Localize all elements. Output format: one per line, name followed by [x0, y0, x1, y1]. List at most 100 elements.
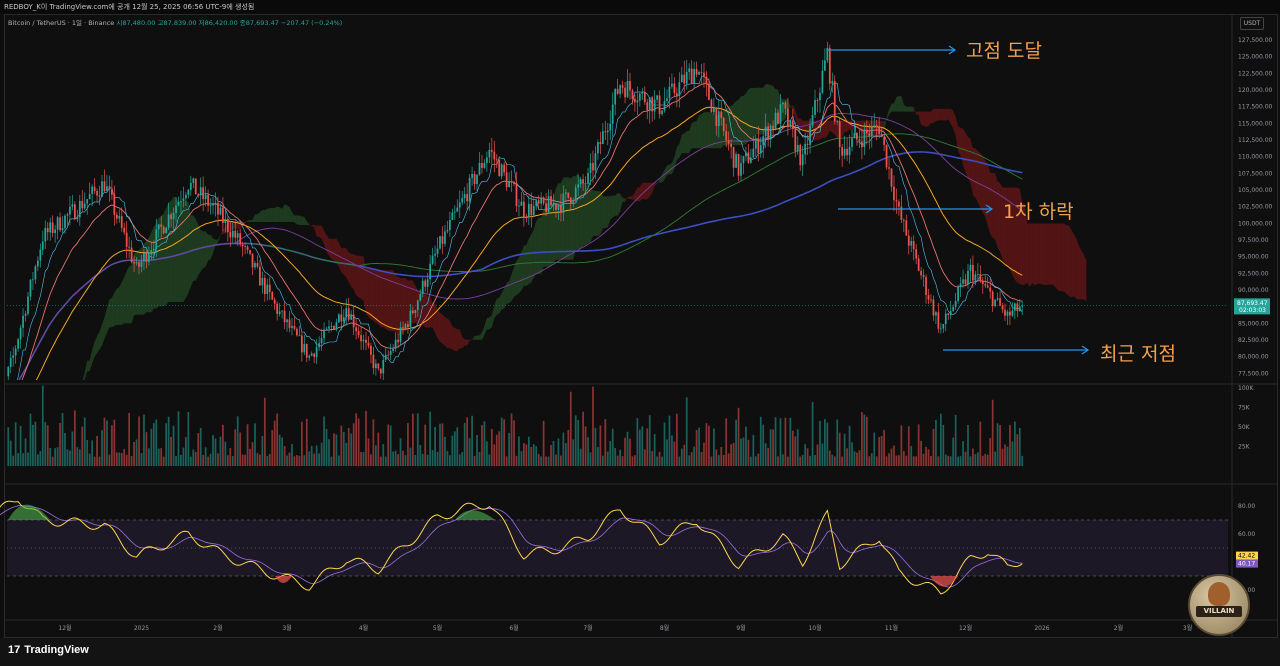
- candle-body: [774, 112, 777, 129]
- time-tick-label: 12월: [959, 624, 972, 632]
- candle-body: [750, 157, 752, 163]
- ichimoku-cloud-segment: [309, 224, 312, 227]
- volume-bar: [22, 453, 24, 466]
- volume-bar: [360, 452, 362, 466]
- legend-symbol[interactable]: Bitcoin / TetherUS · 1일 · Binance: [8, 19, 115, 27]
- ichimoku-cloud-segment: [1042, 223, 1045, 286]
- volume-bar: [140, 453, 143, 466]
- chart-svg[interactable]: 127,500.00 125,000.00 122,500.00 120,000.00…: [0, 0, 1280, 640]
- candle-body: [885, 144, 888, 168]
- candle-body: [656, 95, 658, 100]
- volume-bar: [666, 439, 668, 466]
- volume-bar: [935, 420, 937, 466]
- candle-body: [143, 253, 145, 262]
- candle-body: [587, 172, 589, 184]
- ichimoku-cloud-segment: [657, 179, 660, 184]
- ichimoku-cloud-segment: [518, 251, 522, 294]
- ichimoku-cloud-segment: [501, 288, 505, 310]
- candle-body: [582, 179, 584, 184]
- volume-bar: [893, 445, 895, 466]
- currency-selector[interactable]: USDT: [1240, 17, 1264, 30]
- candle-body: [61, 228, 64, 231]
- volume-bar: [148, 448, 150, 466]
- ichimoku-cloud-segment: [842, 120, 845, 138]
- ichimoku-cloud-segment: [1076, 238, 1080, 300]
- time-tick-label: 9월: [736, 624, 745, 632]
- tradingview-logo[interactable]: 17 TradingView: [8, 644, 89, 656]
- ichimoku-cloud-segment: [193, 215, 196, 281]
- candle-body: [863, 129, 866, 148]
- volume-bar: [323, 416, 325, 466]
- candle-body: [300, 335, 303, 353]
- candle-body: [44, 227, 47, 242]
- rsi-oversold-fill: [930, 576, 958, 587]
- ichimoku-cloud-segment: [178, 201, 181, 303]
- time-tick-label: 7월: [583, 624, 592, 632]
- volume-bar: [819, 420, 821, 466]
- volume-bar: [244, 454, 246, 466]
- volume-bar: [979, 421, 982, 466]
- candle-body: [36, 260, 39, 267]
- volume-bar: [249, 448, 251, 466]
- ichimoku-cloud-segment: [617, 193, 621, 216]
- ichimoku-cloud-segment: [533, 221, 537, 278]
- candle-body: [345, 308, 348, 318]
- volume-bar: [17, 453, 19, 466]
- ichimoku-cloud-segment: [822, 120, 825, 138]
- candle-body: [732, 147, 735, 168]
- volume-bar: [525, 444, 528, 466]
- candle-body: [824, 60, 826, 71]
- candle-body: [41, 241, 44, 250]
- ichimoku-cloud-segment: [1044, 223, 1047, 286]
- candle-body: [145, 253, 148, 262]
- ichimoku-cloud-segment: [1037, 223, 1040, 285]
- candle-body: [197, 194, 200, 196]
- ichimoku-cloud-segment: [1039, 223, 1042, 285]
- volume-bar: [101, 430, 103, 466]
- candle-body: [888, 167, 890, 169]
- ichimoku-cloud-segment: [800, 118, 803, 131]
- candle-body: [868, 133, 871, 137]
- volume-bar: [532, 444, 535, 466]
- candle-body: [9, 357, 12, 368]
- ichimoku-cloud-segment: [464, 339, 468, 346]
- volume-bar: [811, 402, 814, 466]
- candle-body: [964, 279, 967, 285]
- candle-body: [907, 235, 910, 246]
- ichimoku-cloud-segment: [731, 103, 734, 146]
- ichimoku-cloud-segment: [247, 220, 251, 222]
- candle-body: [962, 279, 964, 284]
- ichimoku-cloud-segment: [195, 219, 199, 281]
- candle-body: [244, 246, 246, 247]
- candle-body: [572, 200, 575, 203]
- candle-body: [123, 227, 126, 233]
- candle-body: [342, 317, 345, 322]
- ichimoku-cloud-segment: [375, 268, 379, 325]
- candle-body: [446, 229, 449, 232]
- volume-bar: [493, 444, 496, 466]
- candle-body: [170, 214, 172, 220]
- ichimoku-cloud-segment: [911, 106, 914, 112]
- ichimoku-cloud-segment: [398, 276, 401, 336]
- volume-bar: [74, 410, 76, 466]
- candle-body: [54, 229, 56, 234]
- volume-bar: [399, 438, 402, 466]
- ichimoku-cloud-segment: [595, 190, 598, 236]
- ichimoku-cloud-segment: [388, 270, 391, 332]
- volume-bar: [234, 429, 237, 466]
- ichimoku-cloud-segment: [548, 201, 552, 267]
- ichimoku-cloud-segment: [348, 252, 352, 287]
- ichimoku-cloud-segment: [824, 120, 828, 138]
- volume-bar: [180, 455, 182, 466]
- ichimoku-cloud-segment: [1032, 223, 1035, 286]
- ichimoku-cloud-segment: [151, 226, 154, 313]
- ichimoku-cloud-segment: [943, 108, 946, 121]
- ichimoku-cloud-segment: [99, 324, 103, 350]
- ichimoku-cloud-segment: [75, 391, 77, 393]
- candle-body: [320, 338, 323, 344]
- candle-body: [98, 195, 101, 197]
- ichimoku-cloud-segment: [898, 96, 902, 112]
- volume-bar: [523, 443, 525, 466]
- candle-body: [957, 286, 959, 302]
- volume-bar: [653, 434, 656, 466]
